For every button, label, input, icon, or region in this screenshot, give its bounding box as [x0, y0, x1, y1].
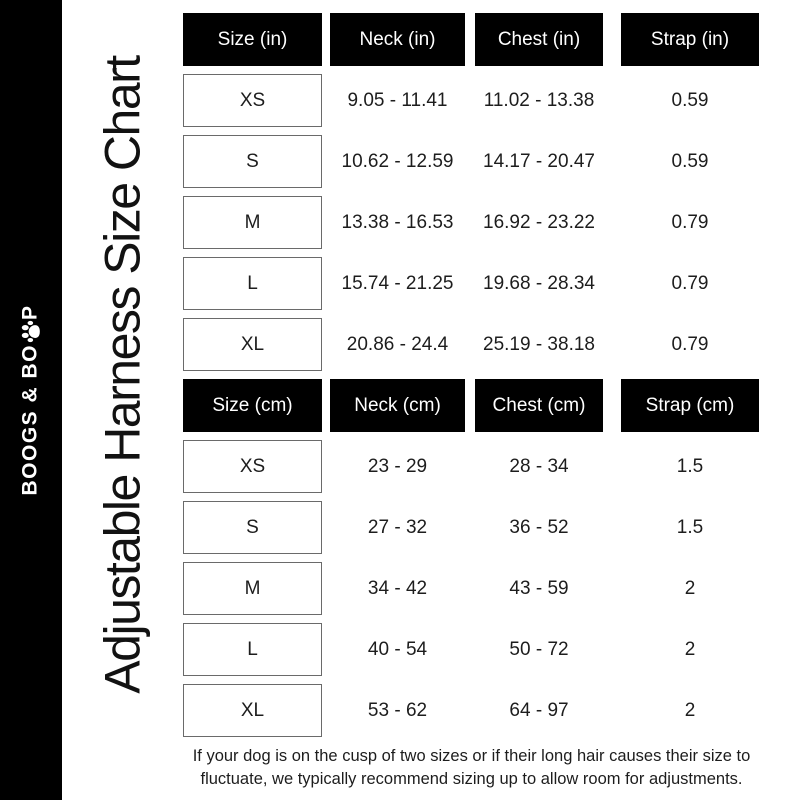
size-row-xl: XL 20.86 - 24.4 25.19 - 38.18 0.79: [183, 318, 760, 371]
strap-value: 0.79: [671, 333, 709, 355]
strap-value: 1.5: [676, 455, 704, 477]
size-row-l: L 15.74 - 21.25 19.68 - 28.34 0.79: [183, 257, 760, 310]
neck-value: 27 - 32: [367, 516, 428, 538]
size-cell: M: [183, 562, 322, 615]
size-row-xl: XL 53 - 62 64 - 97 2: [183, 684, 760, 737]
size-cell: L: [183, 623, 322, 676]
size-row-s: S 10.62 - 12.59 14.17 - 20.47 0.59: [183, 135, 760, 188]
neck-value: 13.38 - 16.53: [341, 211, 454, 233]
neck-value: 20.86 - 24.4: [346, 333, 449, 355]
chest-value: 16.92 - 23.22: [483, 211, 595, 233]
chest-value: 36 - 52: [509, 516, 569, 538]
col-header-size: Size (in): [183, 13, 322, 66]
page-title: Adjustable Harness Size Chart: [94, 56, 151, 694]
brand-logo-suffix: P: [19, 304, 42, 320]
strap-value: 2: [684, 638, 696, 660]
size-cell: XS: [183, 440, 322, 493]
size-cell: L: [183, 257, 322, 310]
size-row-xs: XS 23 - 29 28 - 34 1.5: [183, 440, 760, 493]
header-row: Size (cm) Neck (cm) Chest (cm) Strap (cm…: [183, 379, 760, 432]
size-table-inches: Size (in) Neck (in) Chest (in) Strap (in…: [183, 13, 760, 371]
col-header-chest: Chest (in): [475, 13, 603, 66]
paw-icon: [21, 321, 40, 343]
strap-value: 2: [684, 577, 696, 599]
size-cell: M: [183, 196, 322, 249]
col-header-size: Size (cm): [183, 379, 322, 432]
chart-content: Size (in) Neck (in) Chest (in) Strap (in…: [183, 13, 760, 792]
neck-value: 40 - 54: [367, 638, 428, 660]
chest-value: 28 - 34: [509, 455, 569, 477]
strap-value: 1.5: [676, 516, 704, 538]
chest-value: 25.19 - 38.18: [483, 333, 595, 355]
strap-value: 0.59: [671, 89, 709, 111]
chest-value: 11.02 - 13.38: [483, 89, 595, 111]
size-row-m: M 13.38 - 16.53 16.92 - 23.22 0.79: [183, 196, 760, 249]
neck-value: 34 - 42: [367, 577, 428, 599]
brand-bar: BOOGS & BO P: [0, 0, 62, 800]
size-row-m: M 34 - 42 43 - 59 2: [183, 562, 760, 615]
size-cell: S: [183, 501, 322, 554]
chest-value: 14.17 - 20.47: [483, 150, 595, 172]
strap-value: 0.59: [671, 150, 709, 172]
strap-value: 0.79: [671, 211, 709, 233]
footer-note-line2: fluctuate, we typically recommend sizing…: [200, 770, 743, 789]
size-cell: XL: [183, 684, 322, 737]
col-header-strap: Strap (cm): [621, 379, 759, 432]
neck-value: 15.74 - 21.25: [341, 272, 454, 294]
col-header-neck: Neck (cm): [330, 379, 465, 432]
chest-value: 43 - 59: [509, 577, 569, 599]
brand-logo: BOOGS & BO P: [19, 304, 43, 495]
col-header-neck: Neck (in): [330, 13, 465, 66]
col-header-strap: Strap (in): [621, 13, 759, 66]
strap-value: 2: [684, 699, 696, 721]
chest-value: 50 - 72: [509, 638, 569, 660]
size-table-cm: Size (cm) Neck (cm) Chest (cm) Strap (cm…: [183, 379, 760, 737]
size-cell: S: [183, 135, 322, 188]
chest-value: 19.68 - 28.34: [483, 272, 595, 294]
chest-value: 64 - 97: [509, 699, 569, 721]
size-cell: XS: [183, 74, 322, 127]
brand-logo-prefix: BOOGS & BO: [19, 344, 42, 496]
footer-note-line1: If your dog is on the cusp of two sizes …: [192, 747, 751, 765]
neck-value: 23 - 29: [367, 455, 428, 477]
neck-value: 10.62 - 12.59: [341, 150, 454, 172]
size-row-xs: XS 9.05 - 11.41 11.02 - 13.38 0.59: [183, 74, 760, 127]
footer-note: If your dog is on the cusp of two sizes …: [151, 745, 792, 792]
neck-value: 53 - 62: [367, 699, 428, 721]
header-row: Size (in) Neck (in) Chest (in) Strap (in…: [183, 13, 760, 66]
col-header-chest: Chest (cm): [475, 379, 603, 432]
strap-value: 0.79: [671, 272, 709, 294]
neck-value: 9.05 - 11.41: [347, 89, 448, 111]
title-column: Adjustable Harness Size Chart: [62, 0, 183, 800]
size-cell: XL: [183, 318, 322, 371]
size-row-l: L 40 - 54 50 - 72 2: [183, 623, 760, 676]
size-row-s: S 27 - 32 36 - 52 1.5: [183, 501, 760, 554]
